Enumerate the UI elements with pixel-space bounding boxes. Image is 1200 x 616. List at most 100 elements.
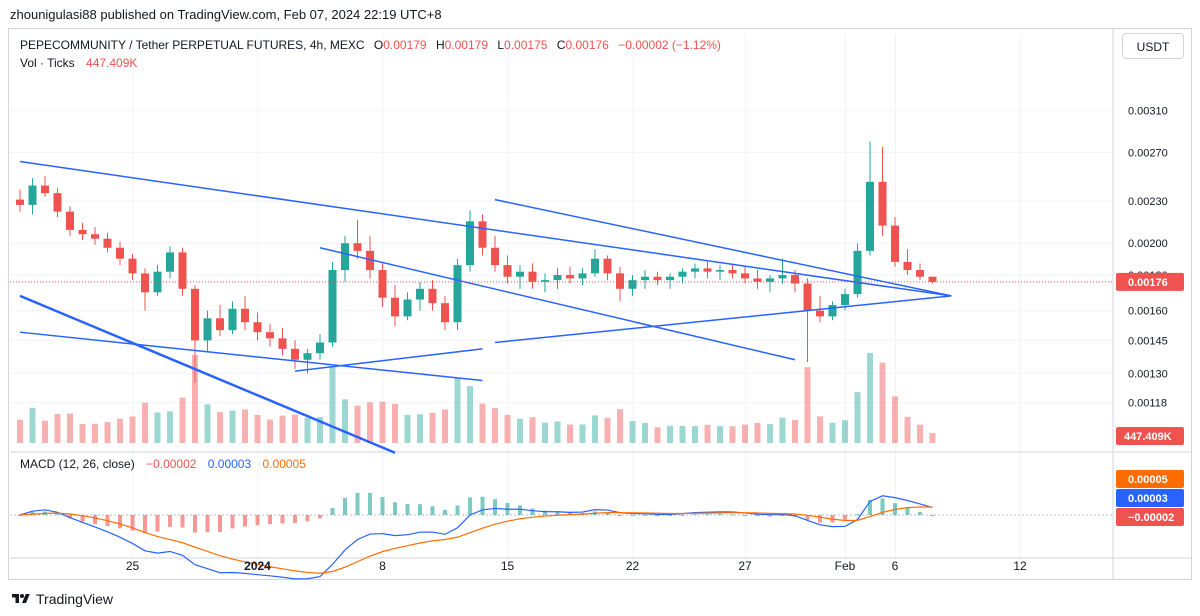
macd-line-value: 0.00003 [208, 457, 252, 471]
high-value: 0.00179 [445, 38, 489, 52]
macd-badge-signal [1116, 470, 1184, 488]
macd-hist-bar [368, 492, 372, 515]
candle-body [678, 271, 687, 277]
volume-bar [692, 426, 698, 443]
time-tick-label: 25 [126, 559, 140, 573]
volume-bar [617, 409, 623, 443]
macd-hist-bar [268, 515, 272, 525]
volume-bar [504, 414, 511, 443]
volume-bar [917, 424, 923, 443]
volume-bar [442, 409, 448, 443]
candle-body [728, 270, 737, 274]
change-value: −0.00002 (−1.12%) [618, 38, 721, 52]
candle-body [191, 288, 199, 341]
volume-bars [17, 353, 936, 443]
footer: TradingView [0, 584, 1200, 616]
time-tick-label: 6 [892, 559, 899, 573]
price-tick-label: 0.00310 [1128, 106, 1168, 118]
close-label: C [557, 38, 566, 52]
volume-bar [92, 423, 98, 443]
trendline-left-rising-support [294, 348, 483, 372]
candle-body [528, 271, 537, 282]
candle-body [428, 288, 437, 304]
macd-hist-bar [518, 505, 522, 515]
volume-bar [17, 419, 23, 443]
grid-lines [10, 28, 1192, 580]
volume-indicator-value: 447.409K [86, 56, 137, 70]
volume-bar [492, 408, 498, 443]
last-price-badge [1116, 272, 1184, 291]
candle-body [741, 273, 749, 279]
candle-body [128, 258, 137, 274]
time-tick-label: 22 [626, 559, 640, 573]
macd-hist-bar [568, 512, 572, 515]
volume-bar [454, 377, 461, 443]
volume-bar [679, 425, 686, 443]
candle-body [66, 211, 74, 230]
macd-line [19, 495, 933, 580]
candle-body [778, 275, 787, 279]
candle-body [916, 270, 924, 277]
macd-hist-bar [280, 515, 285, 524]
macd-hist-bar [455, 505, 460, 515]
volume-bar [104, 422, 111, 443]
macd-hist-bar [643, 515, 647, 516]
candle-body [691, 268, 699, 272]
macd-hist-bar [168, 515, 172, 527]
publish-header: zhounigulasi88 published on TradingView.… [0, 0, 1200, 28]
volume-bar [592, 415, 598, 443]
candle-body [391, 297, 399, 317]
volume-bar [779, 417, 786, 443]
volume-badge [1116, 427, 1184, 445]
macd-hist-bar [118, 515, 122, 529]
candle-body [853, 250, 862, 295]
volume-bar [142, 402, 148, 443]
macd-hist-bar [93, 515, 97, 524]
time-axis[interactable]: 25 2024 8 15 22 27 Feb 6 12 [126, 559, 1027, 573]
price-tick-label: 0.00230 [1128, 196, 1168, 208]
candle-body [591, 258, 599, 274]
volume-bar [742, 424, 748, 443]
time-tick-label: 8 [379, 559, 386, 573]
candle-body [578, 273, 587, 279]
macd-hist-bar [130, 515, 135, 531]
volume-bar [204, 404, 211, 443]
volume-bar [867, 353, 873, 443]
candle-body [403, 299, 412, 317]
close-value: 0.00176 [565, 38, 609, 52]
candle-body [753, 278, 762, 282]
volume-bar [717, 426, 723, 443]
macd-hist-bar [143, 515, 147, 534]
price-tick-label: 0.00130 [1128, 368, 1168, 380]
volume-bar [704, 424, 711, 443]
macd-hist-bar [305, 515, 310, 522]
macd-hist-bar [555, 511, 560, 515]
volume-bar [279, 415, 286, 443]
macd-hist-bar [818, 515, 822, 523]
volume-bar [67, 413, 73, 443]
price-tick-label: 0.00145 [1128, 335, 1168, 347]
candle-body [266, 332, 274, 339]
currency-button[interactable]: USDT [1122, 33, 1184, 59]
candle-body [216, 318, 224, 331]
volume-bar [567, 424, 573, 443]
volume-bar [429, 412, 436, 443]
signal-line [19, 506, 933, 574]
price-tick-label: 0.00160 [1128, 306, 1168, 318]
candle-body [903, 261, 912, 271]
volume-bar [829, 422, 836, 443]
candle-body [541, 280, 549, 282]
volume-bar [529, 417, 536, 443]
candle-body [103, 238, 112, 248]
macd-hist-bar [718, 513, 722, 515]
candle-body [316, 342, 324, 354]
volume-bar [267, 419, 273, 443]
candle-body [816, 310, 824, 317]
trendline-mid-descending [319, 247, 796, 361]
chart-frame[interactable] [8, 28, 1192, 580]
volume-bar [242, 409, 248, 443]
price-axis[interactable]: 0.003100.002700.002300.002000.001800.001… [1116, 106, 1184, 526]
volume-bar [792, 419, 798, 443]
trendlines[interactable] [19, 160, 952, 454]
